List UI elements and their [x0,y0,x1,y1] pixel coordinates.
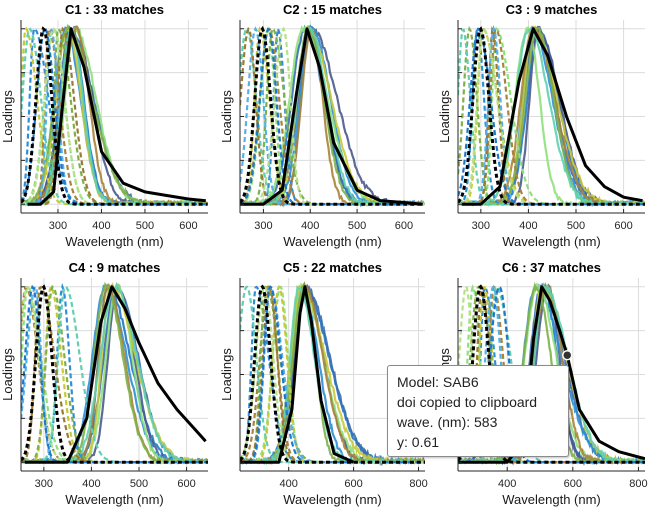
x-tick-label: 500 [348,220,366,232]
panel-3: 300 400 500 600 C3 : 9 matches Wavelength (nm… [437,2,645,249]
y-axis-label: Loadings [0,90,15,143]
y-axis-label: Loadings [219,348,234,401]
reference-emission [27,27,206,206]
panel-title: C3 : 9 matches [506,2,598,17]
x-tick-label: 400 [82,478,100,490]
reference-emission [240,285,355,464]
datatip-doi: doi copied to clipboard [397,394,538,410]
match-curve-excitation [21,27,208,206]
x-tick-label: 400 [498,478,516,490]
match-curve-excitation [21,27,208,206]
x-tick-label: 400 [92,220,110,232]
x-tick-label: 600 [564,478,582,490]
panel-5: 400 600 800 C5 : 22 matches Wavelength (nm) L… [219,260,428,507]
reference-emission [240,27,423,206]
match-curve-excitation [21,26,208,206]
x-tick-label: 800 [409,478,427,490]
x-tick-label: 600 [395,220,413,232]
panel-4: 300 400 500 600 C4 : 9 matches Wavelength (nm… [0,260,208,507]
datatip[interactable]: Model: SAB6 doi copied to clipboard wave… [387,365,569,457]
x-axis-label: Wavelength (nm) [502,234,601,249]
x-tick-label: 600 [177,478,195,490]
panel-title: C4 : 9 matches [69,260,161,275]
x-axis-label: Wavelength (nm) [502,492,601,507]
x-tick-label: 300 [472,220,490,232]
x-tick-label: 600 [614,220,632,232]
match-curve-excitation [458,25,645,206]
x-tick-label: 300 [35,478,53,490]
series-group [21,281,208,466]
x-axis-label: Wavelength (nm) [283,234,382,249]
x-tick-label: 600 [344,478,362,490]
match-curve-excitation [240,27,425,206]
match-curve-excitation [240,26,425,206]
match-curve-excitation [458,27,645,206]
panel-title: C6 : 37 matches [502,260,601,275]
x-tick-label: 500 [130,478,148,490]
x-axis-label: Wavelength (nm) [65,492,164,507]
series-group [240,281,425,467]
x-tick-label: 400 [280,478,298,490]
x-tick-label: 600 [179,220,197,232]
reference-excitation [240,25,425,206]
panel-title: C5 : 22 matches [283,260,382,275]
match-curve-excitation [21,284,208,464]
panel-2: 300 400 500 600 C2 : 15 matches Wavelength (n… [219,2,425,249]
datatip-model: Model: SAB6 [397,374,479,390]
x-tick-label: 400 [519,220,537,232]
x-tick-label: 400 [301,220,319,232]
reference-excitation [21,26,208,206]
datatip-marker [561,349,573,361]
reference-excitation [458,284,645,464]
panel-title: C2 : 15 matches [283,2,382,17]
y-axis-label: Loadings [219,90,234,143]
panel-title: C1 : 33 matches [65,2,164,17]
x-tick-label: 500 [136,220,154,232]
x-axis-label: Wavelength (nm) [283,492,382,507]
y-axis-label: Loadings [437,90,452,143]
series-group [458,24,645,208]
series-group [240,24,425,208]
reference-emission [461,27,643,206]
x-tick-label: 300 [49,220,67,232]
x-axis-label: Wavelength (nm) [65,234,164,249]
match-curve-excitation [240,285,425,464]
panel-1: 300 400 500 600 C1 : 33 matches Wavelength (n… [0,2,208,249]
datatip-x: wave. (nm): 583 [397,414,498,430]
series-group [21,23,208,207]
x-tick-label: 300 [254,220,272,232]
datatip-y: y: 0.61 [397,434,440,450]
y-axis-label: Loadings [0,348,15,401]
x-tick-label: 800 [629,478,647,490]
reference-emission [24,285,207,464]
x-tick-label: 500 [567,220,585,232]
